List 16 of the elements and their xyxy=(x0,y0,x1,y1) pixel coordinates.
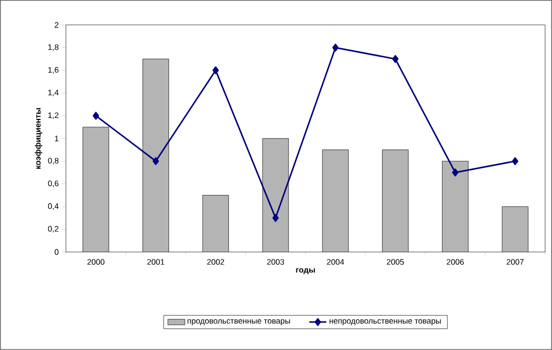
point xyxy=(392,55,398,63)
bar xyxy=(82,126,110,252)
point xyxy=(212,66,219,74)
bar xyxy=(502,206,528,252)
bar xyxy=(202,195,229,252)
point xyxy=(452,168,458,176)
bar xyxy=(382,150,409,252)
point xyxy=(92,112,100,120)
point xyxy=(272,214,279,222)
bar xyxy=(442,160,468,252)
bar xyxy=(322,150,349,252)
bar xyxy=(142,58,169,252)
point xyxy=(332,44,339,52)
point xyxy=(152,157,159,166)
bar xyxy=(262,138,289,252)
point xyxy=(512,157,518,166)
